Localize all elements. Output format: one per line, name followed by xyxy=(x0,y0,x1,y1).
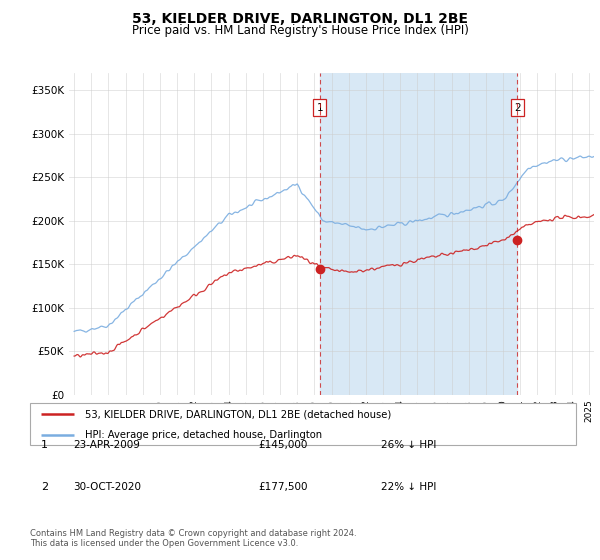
Text: 2: 2 xyxy=(514,102,521,113)
Text: 23-APR-2009: 23-APR-2009 xyxy=(73,440,140,450)
FancyBboxPatch shape xyxy=(30,403,576,445)
Text: 53, KIELDER DRIVE, DARLINGTON, DL1 2BE: 53, KIELDER DRIVE, DARLINGTON, DL1 2BE xyxy=(132,12,468,26)
Text: Contains HM Land Registry data © Crown copyright and database right 2024.: Contains HM Land Registry data © Crown c… xyxy=(30,529,356,538)
Text: 2: 2 xyxy=(41,482,48,492)
Text: £145,000: £145,000 xyxy=(258,440,307,450)
Text: 1: 1 xyxy=(316,102,323,113)
Text: 30-OCT-2020: 30-OCT-2020 xyxy=(73,482,141,492)
Text: This data is licensed under the Open Government Licence v3.0.: This data is licensed under the Open Gov… xyxy=(30,539,298,548)
Text: Price paid vs. HM Land Registry's House Price Index (HPI): Price paid vs. HM Land Registry's House … xyxy=(131,24,469,36)
Text: 26% ↓ HPI: 26% ↓ HPI xyxy=(381,440,436,450)
Text: £177,500: £177,500 xyxy=(258,482,307,492)
Text: HPI: Average price, detached house, Darlington: HPI: Average price, detached house, Darl… xyxy=(85,430,322,440)
Bar xyxy=(320,73,517,395)
Text: 1: 1 xyxy=(41,440,48,450)
Text: 53, KIELDER DRIVE, DARLINGTON, DL1 2BE (detached house): 53, KIELDER DRIVE, DARLINGTON, DL1 2BE (… xyxy=(85,409,391,419)
Text: 22% ↓ HPI: 22% ↓ HPI xyxy=(381,482,436,492)
